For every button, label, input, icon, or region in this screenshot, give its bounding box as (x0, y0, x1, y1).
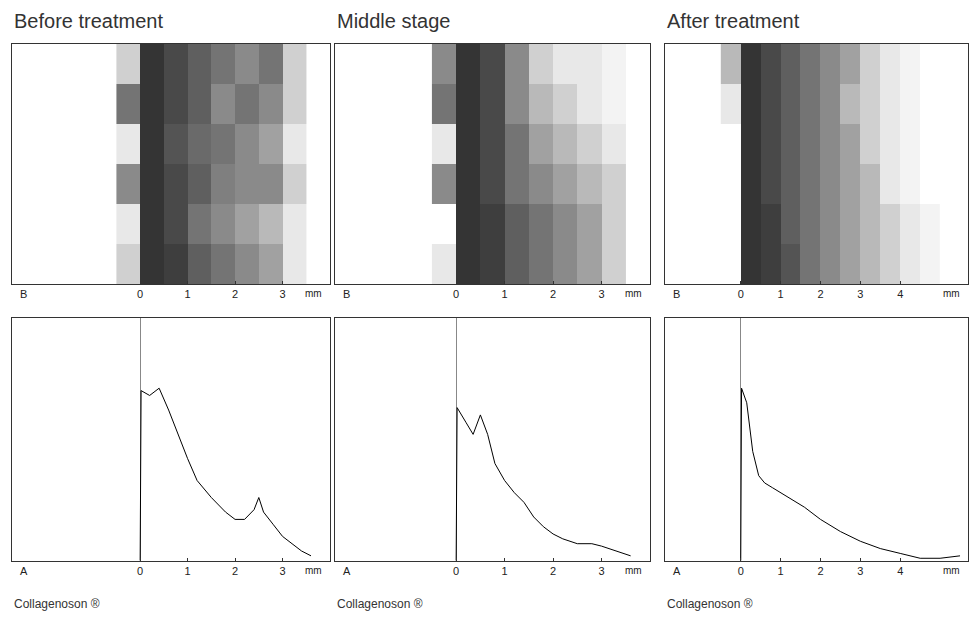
svg-text:4: 4 (897, 288, 903, 300)
svg-text:1: 1 (502, 565, 508, 577)
svg-text:B: B (673, 288, 680, 300)
svg-text:mm: mm (943, 565, 960, 576)
svg-text:2: 2 (550, 288, 556, 300)
svg-text:3: 3 (279, 288, 285, 300)
svg-text:A: A (20, 565, 28, 577)
svg-text:B: B (343, 288, 350, 300)
svg-text:3: 3 (598, 288, 604, 300)
svg-text:0: 0 (738, 288, 744, 300)
svg-text:1: 1 (778, 565, 784, 577)
svg-text:0: 0 (137, 565, 143, 577)
svg-text:Middle stage: Middle stage (337, 10, 450, 32)
svg-text:A: A (673, 565, 681, 577)
svg-text:mm: mm (943, 288, 960, 299)
svg-text:mm: mm (305, 288, 322, 299)
svg-text:2: 2 (232, 288, 238, 300)
svg-text:Collagenoson ®: Collagenoson ® (337, 597, 423, 611)
svg-text:A: A (343, 565, 351, 577)
svg-text:After treatment: After treatment (667, 10, 800, 32)
svg-text:B: B (20, 288, 27, 300)
svg-text:2: 2 (550, 565, 556, 577)
svg-text:mm: mm (625, 565, 642, 576)
svg-text:0: 0 (137, 288, 143, 300)
svg-text:4: 4 (897, 565, 903, 577)
svg-text:3: 3 (598, 565, 604, 577)
svg-text:3: 3 (857, 565, 863, 577)
svg-text:0: 0 (453, 565, 459, 577)
svg-text:Before treatment: Before treatment (14, 10, 163, 32)
svg-text:2: 2 (817, 565, 823, 577)
svg-text:2: 2 (232, 565, 238, 577)
svg-text:3: 3 (279, 565, 285, 577)
svg-text:1: 1 (185, 565, 191, 577)
svg-text:Collagenoson ®: Collagenoson ® (14, 597, 100, 611)
svg-text:1: 1 (502, 288, 508, 300)
svg-text:0: 0 (738, 565, 744, 577)
svg-text:1: 1 (778, 288, 784, 300)
svg-text:1: 1 (185, 288, 191, 300)
svg-text:Collagenoson ®: Collagenoson ® (667, 597, 753, 611)
svg-text:mm: mm (305, 565, 322, 576)
svg-text:3: 3 (857, 288, 863, 300)
svg-text:0: 0 (453, 288, 459, 300)
svg-text:mm: mm (625, 288, 642, 299)
svg-text:2: 2 (817, 288, 823, 300)
